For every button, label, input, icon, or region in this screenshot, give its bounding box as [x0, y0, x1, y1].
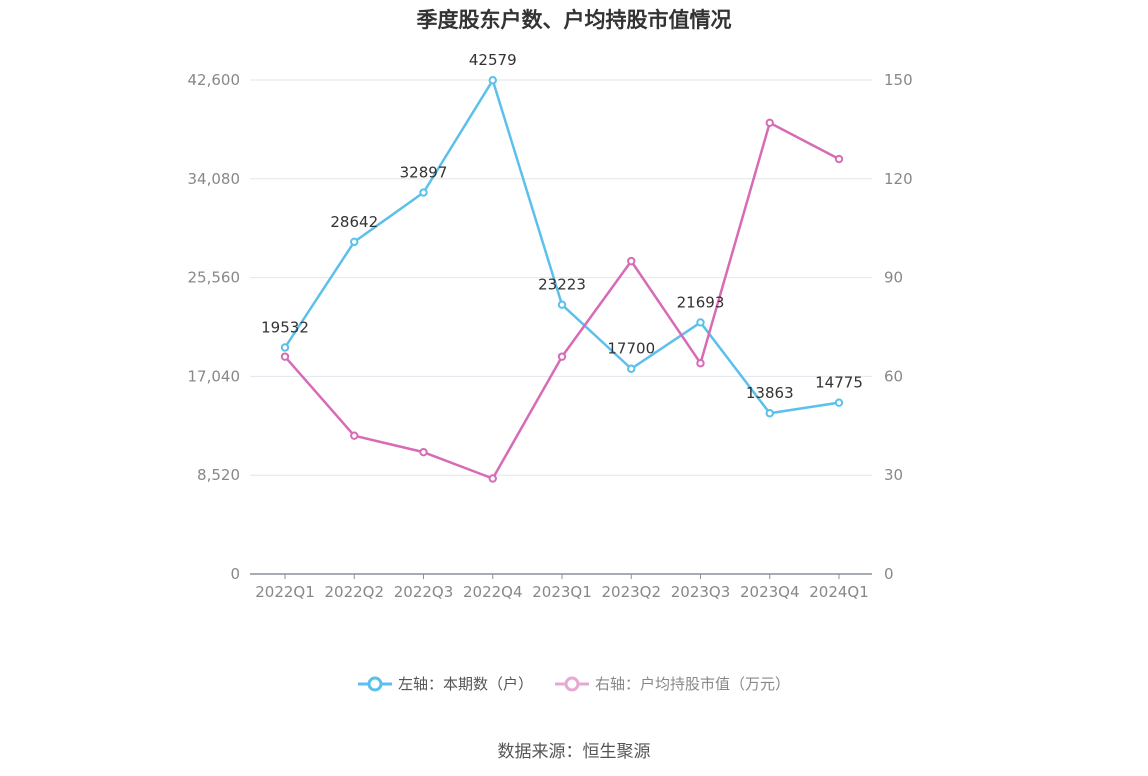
data-point-left — [488, 76, 497, 85]
data-point-left — [696, 318, 705, 327]
left-tick-label: 17,040 — [188, 367, 241, 385]
data-point-right — [834, 154, 844, 164]
x-tick-label: 2022Q3 — [394, 583, 454, 601]
data-label: 23223 — [538, 276, 586, 294]
data-point-right — [280, 352, 290, 361]
right-tick-label: 60 — [884, 367, 903, 385]
data-label: 17700 — [607, 340, 655, 358]
data-point-left — [557, 300, 567, 309]
chart-title: 季度股东户数、户均持股市值情况 — [416, 8, 732, 32]
right-tick-label: 90 — [884, 269, 903, 287]
data-point-left — [350, 237, 359, 247]
right-tick-label: 30 — [884, 466, 903, 484]
left-tick-label: 34,080 — [188, 170, 241, 188]
left-tick-label: 42,600 — [188, 71, 241, 89]
x-tick-label: 2023Q4 — [740, 583, 800, 601]
data-point-right — [627, 256, 636, 266]
data-label: 19532 — [261, 319, 309, 337]
series-line-left — [283, 78, 840, 415]
left-tick-label: 25,560 — [188, 269, 241, 287]
left-tick-label: 0 — [230, 565, 240, 583]
right-tick-label: 120 — [884, 170, 913, 188]
data-point-right — [696, 359, 705, 368]
data-point-left — [765, 409, 774, 418]
legend-label-right-series: 右轴：户均持股市值（万元） — [595, 675, 791, 693]
x-tick-label: 2022Q2 — [324, 583, 384, 601]
right-tick-label: 0 — [884, 565, 894, 583]
data-point-right — [350, 431, 359, 440]
legend-marker-right-icon — [555, 676, 589, 691]
legend: 左轴：本期数（户） 右轴：户均持股市值（万元） — [0, 673, 1148, 694]
data-point-right — [765, 118, 774, 128]
x-tick-label: 2022Q1 — [255, 583, 315, 601]
legend-item-left-series[interactable]: 左轴：本期数（户） — [357, 673, 533, 694]
data-point-right — [419, 447, 428, 457]
x-tick-label: 2023Q3 — [671, 583, 731, 601]
data-point-left — [280, 343, 290, 352]
legend-item-right-series[interactable]: 右轴：户均持股市值（万元） — [555, 673, 790, 694]
x-tick-label: 2022Q4 — [463, 583, 523, 601]
legend-label-left-series: 左轴：本期数（户） — [397, 675, 533, 693]
left-tick-label: 8,520 — [197, 466, 240, 484]
data-label: 42579 — [469, 51, 517, 69]
x-tick-label: 2024Q1 — [809, 583, 869, 601]
x-tick-label: 2023Q2 — [601, 583, 661, 601]
data-point-left — [834, 398, 844, 407]
data-point-left — [627, 364, 636, 373]
data-label: 28642 — [330, 213, 378, 231]
data-point-right — [488, 474, 497, 483]
x-tick-label: 2023Q1 — [532, 583, 592, 601]
data-label: 14775 — [815, 374, 863, 392]
right-tick-label: 150 — [884, 71, 913, 89]
data-label: 32897 — [400, 164, 448, 182]
data-point-left — [419, 188, 428, 197]
data-point-right — [557, 352, 567, 361]
legend-marker-left-icon — [357, 676, 392, 691]
source-note: 数据来源：恒生聚源 — [497, 742, 651, 762]
data-label: 21693 — [677, 293, 725, 311]
data-label: 13863 — [746, 384, 794, 402]
